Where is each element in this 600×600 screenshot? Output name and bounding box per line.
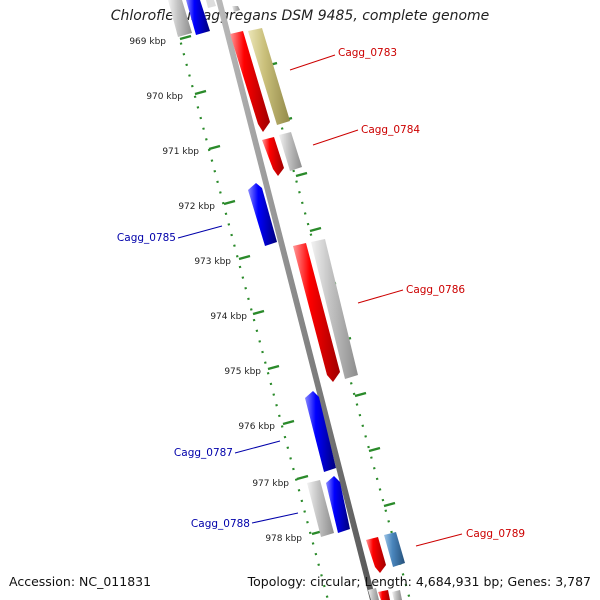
gene-feature-cagg-0787: [305, 391, 336, 472]
kbp-label: 976 kbp: [238, 422, 275, 432]
gene-feature-cagg-0786: [293, 243, 340, 382]
gene-feature-cagg-0789: [366, 537, 386, 573]
left-major-ticks: [179, 34, 324, 536]
kbp-label: 969 kbp: [129, 37, 166, 47]
kbp-label: 975 kbp: [224, 367, 261, 377]
cds-feature-cagg-0788: [307, 480, 334, 537]
cds-feature-cagg-0786: [311, 239, 358, 379]
cds-feature-cagg-0783: [248, 28, 290, 125]
kbp-label: 974 kbp: [210, 312, 247, 322]
kbp-label: 971 kbp: [162, 147, 199, 157]
gene-feature: [392, 590, 402, 600]
gene-label-cagg-0783: Cagg_0783: [338, 47, 397, 59]
reverse-callouts: [177, 225, 299, 524]
gene-feature: [186, 0, 210, 35]
kbp-label: 970 kbp: [146, 92, 183, 102]
gene-feature: [368, 588, 379, 600]
gene-feature-cagg-0783: [230, 31, 270, 132]
gene-feature: [232, 6, 240, 12]
gene-feature-cagg-0788: [326, 476, 350, 533]
cds-feature-cagg-0789: [384, 532, 405, 567]
gene-label-cagg-0787: Cagg_0787: [174, 447, 233, 459]
kbp-label: 972 kbp: [178, 202, 215, 212]
kbp-scale-labels: 969 kbp 970 kbp 971 kbp 972 kbp 973 kbp …: [129, 37, 302, 544]
gene-label-cagg-0784: Cagg_0784: [361, 124, 420, 136]
left-tick-guide: [176, 31, 330, 600]
genome-summary: Topology: circular; Length: 4,684,931 bp…: [247, 574, 591, 589]
genome-backbone: [216, 0, 376, 600]
gene-feature: [378, 590, 390, 600]
gene-feature-cagg-0784: [262, 137, 284, 176]
gene-label-cagg-0785: Cagg_0785: [117, 232, 176, 244]
kbp-label: 973 kbp: [194, 257, 231, 267]
forward-callouts: [289, 54, 463, 547]
cds-feature-cagg-0784: [279, 132, 302, 171]
gene-label-cagg-0786: Cagg_0786: [406, 284, 465, 296]
accession-label: Accession: NC_011831: [9, 574, 152, 589]
gene-label-cagg-0789: Cagg_0789: [466, 528, 525, 540]
gene-feature-cagg-0785: [248, 183, 277, 246]
gene-feature: [206, 0, 216, 8]
gene-label-cagg-0788: Cagg_0788: [191, 518, 250, 530]
kbp-label: 978 kbp: [265, 534, 302, 544]
gene-feature: [168, 0, 192, 37]
kbp-label: 977 kbp: [252, 479, 289, 489]
